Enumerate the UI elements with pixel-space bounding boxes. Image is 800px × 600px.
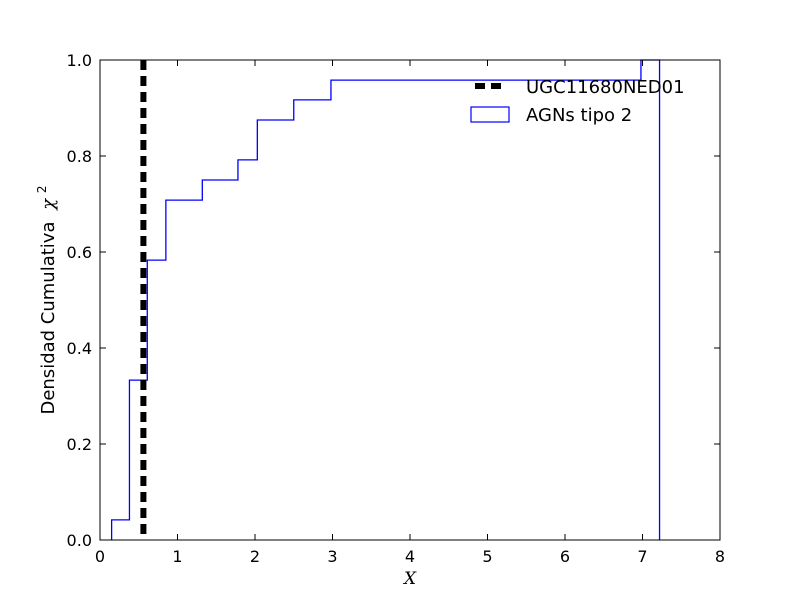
legend-swatch-box <box>470 106 510 123</box>
y-tick-label: 0.4 <box>67 339 92 358</box>
y-tick-label: 0.8 <box>67 147 92 166</box>
y-axis-label-text: Densidad Cumulativa <box>38 222 59 415</box>
x-tick-label: 1 <box>172 547 182 566</box>
y-tick-label: 0.2 <box>67 435 92 454</box>
x-tick-label: 8 <box>715 547 725 566</box>
legend: UGC11680NED01 AGNs tipo 2 <box>470 77 685 126</box>
y-tick-label: 1.0 <box>67 51 92 70</box>
y-axis-label: Densidad Cumulativa χ 2 <box>35 185 59 414</box>
x-tick-label: 2 <box>250 547 260 566</box>
x-tick-label: 0 <box>95 547 105 566</box>
y-axis-label-superscript: 2 <box>35 185 49 193</box>
y-tick-label: 0.6 <box>67 243 92 262</box>
x-tick-label: 3 <box>327 547 337 566</box>
x-tick-label: 6 <box>560 547 570 566</box>
axes: 0 1 2 3 4 5 6 7 8 0.0 0.2 0.4 0.6 0.8 1.0 <box>67 51 726 566</box>
series-step-line-0 <box>110 59 661 540</box>
x-tick-label: 7 <box>637 547 647 566</box>
legend-label-ugc: UGC11680NED01 <box>526 77 685 98</box>
x-tick-label: 4 <box>405 547 415 566</box>
legend-label-agn: AGNs tipo 2 <box>526 105 632 126</box>
plot-area <box>110 59 661 540</box>
x-axis-label: X <box>402 569 417 589</box>
x-tick-label: 5 <box>482 547 492 566</box>
y-tick-label: 0.0 <box>67 531 92 550</box>
y-axis-label-symbol: χ <box>38 198 59 212</box>
